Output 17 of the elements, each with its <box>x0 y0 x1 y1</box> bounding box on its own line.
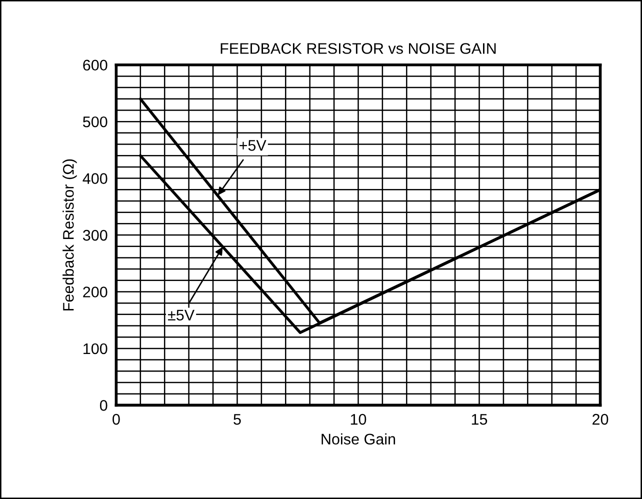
y-tick-label: 400 <box>82 173 108 184</box>
y-tick-label: 100 <box>84 343 108 354</box>
y-tick-label: 0 <box>100 400 108 411</box>
y-tick-label: 600 <box>83 60 108 71</box>
x-tick-label: 0 <box>112 414 120 425</box>
x-tick-label: 20 <box>592 414 608 425</box>
y-tick-label: 200 <box>83 286 108 298</box>
y-tick-label: 500 <box>82 116 108 128</box>
x-tick-label: 10 <box>350 414 366 425</box>
annotation: ±5V <box>168 310 194 320</box>
x-tick-label: 5 <box>234 414 241 425</box>
y-tick-label: 300 <box>82 230 108 241</box>
x-tick-label: 15 <box>472 414 488 425</box>
y-axis-title: Feedback Resistor (Ω) <box>62 159 77 310</box>
chart-title: FEEDBACK RESISTOR vs NOISE GAIN <box>220 43 496 54</box>
x-axis-title: Noise Gain <box>322 433 396 445</box>
annotation: +5V <box>240 140 266 151</box>
